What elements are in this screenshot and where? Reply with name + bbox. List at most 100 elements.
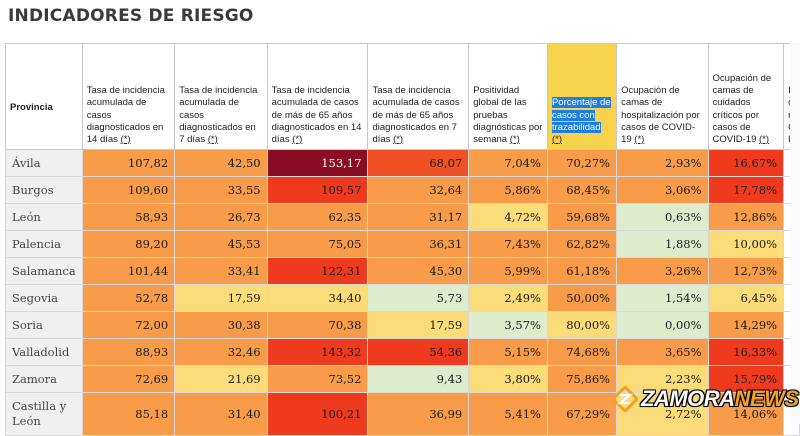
value-cell: 5,86% xyxy=(468,176,548,204)
header-footnote-link[interactable]: (*) xyxy=(207,133,218,145)
header-text: Tasa de incidencia acumulada de casos di… xyxy=(86,85,165,145)
value-cell: 67,29% xyxy=(546,392,618,436)
value-cell: 30,38 xyxy=(174,311,268,339)
value-cell: 12,86% xyxy=(707,203,785,231)
value-cell: 54,36 xyxy=(367,338,470,366)
value-cell: 16,33% xyxy=(707,338,785,366)
value-cell: 3,26% xyxy=(616,257,709,285)
value-cell: 26,73 xyxy=(174,203,268,231)
value-cell: 62,82% xyxy=(546,230,618,258)
value-cell: 31,17 xyxy=(367,203,470,231)
value-cell: 75,05 xyxy=(266,230,369,258)
risk-indicators-table: Provincia Tasa de incidencia acumulada de… xyxy=(5,43,800,436)
province-name: Palencia xyxy=(5,230,83,258)
header-col-4: Tasa de incidencia acumulada de casos de… xyxy=(367,43,470,150)
header-col-7: Ocupación de camas de hospitalización po… xyxy=(616,43,709,150)
value-cell: 74,68% xyxy=(546,338,618,366)
value-cell: 2,49% xyxy=(468,284,548,312)
value-cell: 88,93 xyxy=(81,338,176,366)
value-cell: 45,53 xyxy=(174,230,268,258)
table-row: Soria 72,00 30,38 70,38 17,59 3,57% 80,00% 0,00… xyxy=(5,311,800,339)
value-cell: 14,29% xyxy=(707,311,785,339)
value-cell: 59,68% xyxy=(546,203,618,231)
value-cell: 17,59 xyxy=(174,284,268,312)
header-col-2: Tasa de incidencia acumulada de casos di… xyxy=(174,43,268,150)
value-cell: 7,43% xyxy=(468,230,548,258)
header-footnote-link[interactable]: (*) xyxy=(292,133,303,145)
value-cell: 1,54% xyxy=(616,284,709,312)
value-cell: 0,00% xyxy=(616,311,709,339)
value-cell: 5,15% xyxy=(468,338,548,366)
value-cell: 33,41 xyxy=(174,257,268,285)
header-text: Tasa de incidencia acumulada de casos de… xyxy=(271,85,362,145)
value-cell: 153,17 xyxy=(266,149,369,177)
value-cell: 36,31 xyxy=(367,230,470,258)
header-col-3: Tasa de incidencia acumulada de casos de… xyxy=(266,43,369,150)
watermark-logo: ZAMORANEWS xyxy=(612,379,800,419)
header-text: Positividad global de las pruebas diagnó… xyxy=(473,85,543,145)
value-cell: 68,07 xyxy=(367,149,470,177)
value-cell: 3,06% xyxy=(616,176,709,204)
value-cell: 52,78 xyxy=(81,284,176,312)
header-col-1: Tasa de incidencia acumulada de casos di… xyxy=(81,43,176,150)
header-footnote-link[interactable]: (*) xyxy=(509,133,520,145)
value-cell: 50,00% xyxy=(546,284,618,312)
value-cell: 61,18% xyxy=(546,257,618,285)
value-cell: 68,45% xyxy=(546,176,618,204)
value-cell: 1,88% xyxy=(616,230,709,258)
table-row: Segovia 52,78 17,59 34,40 5,73 2,49% 50,00% 1,5… xyxy=(5,284,800,312)
value-cell: 73,52 xyxy=(266,365,369,393)
header-footnote-link[interactable]: (*) xyxy=(393,133,404,145)
header-text: Porcentaje de casos con trazabilidad xyxy=(551,97,611,133)
header-text: Tasa de incidencia acumulada de casos di… xyxy=(179,85,258,145)
table-row: Valladolid 88,93 32,46 143,32 54,36 5,15% 74,6… xyxy=(5,338,800,366)
value-cell: 36,99 xyxy=(367,392,470,436)
value-cell: 2,23% xyxy=(616,365,709,393)
value-cell: 85,18 xyxy=(81,392,176,436)
value-cell: 2,93% xyxy=(616,149,709,177)
value-cell: 5,73 xyxy=(367,284,470,312)
value-cell: 109,57 xyxy=(266,176,369,204)
value-cell: 101,44 xyxy=(81,257,176,285)
value-cell: 72,69 xyxy=(81,365,176,393)
header-text: Ocupación de camas de cuidados críticos … xyxy=(712,73,772,145)
header-text: Provincia xyxy=(10,101,53,113)
value-cell: 17,59 xyxy=(367,311,470,339)
value-cell: 33,55 xyxy=(174,176,268,204)
zamora-news-logo-icon xyxy=(612,386,638,412)
province-name: Burgos xyxy=(5,176,83,204)
value-cell: 62,35 xyxy=(266,203,369,231)
value-cell: 6,45% xyxy=(707,284,785,312)
value-cell: 75,86% xyxy=(546,365,618,393)
value-cell: 32,46 xyxy=(174,338,268,366)
value-cell: 3,80% xyxy=(468,365,548,393)
value-cell: 16,67% xyxy=(707,149,785,177)
value-cell: 72,00 xyxy=(81,311,176,339)
value-cell: 5,99% xyxy=(468,257,548,285)
value-cell: 3,65% xyxy=(616,338,709,366)
header-provincia: Provincia xyxy=(5,43,83,150)
value-cell: 32,64 xyxy=(367,176,470,204)
value-cell: 89,20 xyxy=(81,230,176,258)
header-col-5: Positividad global de las pruebas diagnó… xyxy=(468,43,548,150)
value-cell: 122,31 xyxy=(266,257,369,285)
value-cell: 107,82 xyxy=(81,149,176,177)
header-footnote-link[interactable]: (*) xyxy=(120,133,131,145)
province-name: Soria xyxy=(5,311,83,339)
province-name: León xyxy=(5,203,83,231)
value-cell: 12,73% xyxy=(707,257,785,285)
value-cell: 9,43 xyxy=(367,365,470,393)
header-footnote-link[interactable]: (*) xyxy=(551,133,562,145)
value-cell: 5,41% xyxy=(468,392,548,436)
header-footnote-link[interactable]: (*) xyxy=(759,133,770,145)
province-name: Castilla y León xyxy=(5,392,83,436)
value-cell: 15,79% xyxy=(707,365,785,393)
header-footnote-link[interactable]: (*) xyxy=(634,133,645,145)
value-cell: 80,00% xyxy=(546,311,618,339)
value-cell: 42,50 xyxy=(174,149,268,177)
value-cell: 34,40 xyxy=(266,284,369,312)
header-col-8: Ocupación de camas de cuidados críticos … xyxy=(707,43,785,150)
province-name: Segovia xyxy=(5,284,83,312)
watermark-text-main: ZAMORA xyxy=(641,386,735,411)
table-header-row: Provincia Tasa de incidencia acumulada de… xyxy=(5,43,800,150)
